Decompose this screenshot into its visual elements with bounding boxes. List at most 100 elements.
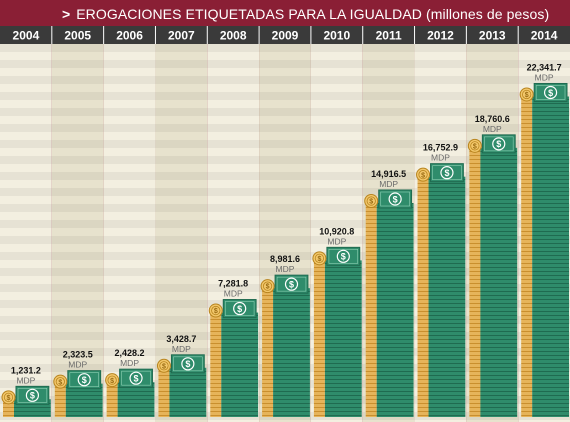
coin-stack: [521, 96, 533, 417]
bill-circle: [440, 166, 454, 180]
coin-symbol: $: [58, 379, 62, 386]
bill-border: [224, 301, 255, 316]
bill-body: [533, 82, 568, 102]
band-stripe: [207, 156, 260, 164]
band-stripe: [103, 124, 156, 132]
band-stripe: [51, 140, 104, 148]
year-label: 2005: [64, 29, 91, 43]
band-stripe: [207, 108, 260, 116]
band-stripe: [0, 300, 52, 308]
band-stripe: [103, 76, 156, 84]
band-stripe: [51, 108, 104, 116]
bill-stack: [65, 383, 103, 417]
band-stripe: [51, 60, 104, 68]
band-stripe: [51, 268, 104, 276]
band-stripe: [362, 108, 415, 116]
band-stripe: [0, 124, 52, 132]
band-stripe: [0, 268, 52, 276]
bill-body: [481, 134, 516, 154]
band-stripe: [310, 92, 363, 100]
band-stripe: [207, 268, 260, 276]
band-stripe: [207, 172, 260, 180]
value-label: 1,231.2: [11, 365, 41, 375]
band-stripe: [51, 92, 104, 100]
band-stripe: [414, 124, 467, 132]
band-stripe: [207, 44, 260, 52]
dollar-bill-icon: $: [67, 370, 102, 390]
band-stripe: [103, 332, 156, 340]
band-stripe: [0, 76, 52, 84]
bill-circle: [284, 277, 299, 291]
value-label: 2,428.2: [115, 348, 145, 358]
bill-symbol: $: [341, 252, 346, 262]
coin-stack: [313, 260, 325, 417]
band-stripe: [207, 92, 260, 100]
band-stripe: [103, 188, 156, 196]
value-label: 14,916.5: [371, 169, 406, 179]
coin-inner: [418, 170, 428, 180]
band-stripe: [51, 316, 104, 324]
band-stripe: [466, 92, 519, 100]
coin-icon: $: [1, 390, 16, 405]
band-stripe: [362, 156, 415, 164]
bill-border: [69, 372, 99, 387]
year-label: 2012: [427, 29, 454, 43]
column-background: [103, 44, 156, 422]
band-stripe: [51, 76, 104, 84]
band-stripe: [103, 108, 156, 116]
band-stripe: [51, 188, 104, 196]
band-stripe: [0, 284, 52, 292]
band-stripe: [414, 92, 467, 100]
band-stripe: [362, 172, 415, 180]
bill-body: [274, 274, 309, 294]
coin-icon: $: [467, 138, 482, 153]
value-label: 2,323.5: [63, 350, 93, 360]
band-stripe: [155, 60, 208, 68]
band-stripe: [103, 44, 156, 52]
band-stripe: [0, 316, 52, 324]
year-label: 2009: [272, 29, 299, 43]
band-stripe: [103, 60, 156, 68]
band-stripe: [414, 156, 467, 164]
band-stripe: [259, 204, 311, 212]
band-stripe: [103, 284, 156, 292]
band-stripe: [518, 76, 570, 84]
band-stripe: [51, 220, 104, 228]
band-stripe: [414, 108, 467, 116]
year-label: 2011: [376, 29, 402, 43]
band-stripe: [310, 60, 363, 68]
coin-stack: [158, 367, 170, 417]
band-stripe: [155, 284, 208, 292]
unit-label: MDP: [120, 358, 139, 368]
coin-symbol: $: [7, 395, 11, 402]
coin-icon: $: [416, 167, 431, 182]
band-stripe: [466, 76, 519, 84]
band-stripe: [51, 252, 104, 260]
band-stripe: [466, 60, 519, 68]
bill-stack: [221, 312, 259, 417]
year-label: 2008: [220, 29, 247, 43]
bill-border: [121, 370, 151, 386]
coin-symbol: $: [369, 199, 373, 206]
band-stripe: [155, 204, 208, 212]
band-stripe: [103, 92, 156, 100]
band-stripe: [414, 76, 467, 84]
band-stripe: [103, 364, 156, 372]
bill-circle: [181, 357, 195, 371]
value-label: 16,752.9: [423, 143, 458, 153]
coin-inner: [211, 305, 221, 316]
band-stripe: [518, 44, 570, 52]
bill-circle: [233, 301, 247, 316]
dollar-bill-icon: $: [274, 274, 309, 294]
band-stripe: [103, 220, 156, 228]
value-label: 22,341.7: [527, 62, 562, 72]
band-stripe: [0, 156, 52, 164]
value-label: 7,281.8: [218, 279, 248, 289]
band-stripe: [207, 124, 260, 132]
band-stripe: [362, 140, 415, 148]
